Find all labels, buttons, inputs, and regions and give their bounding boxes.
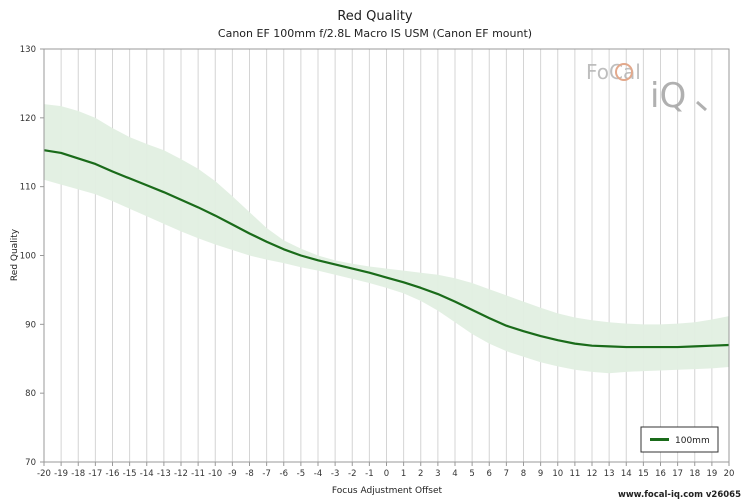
- legend-label: 100mm: [675, 436, 710, 446]
- x-tick-label: 20: [724, 469, 735, 479]
- credit-text: www.focal-iq.com v26065: [618, 490, 741, 500]
- x-tick-label: -20: [37, 469, 51, 479]
- focal-iq-logo: FoCal iQ: [586, 60, 707, 116]
- y-tick-label: 120: [20, 114, 36, 124]
- logo-magnifier-icon: [696, 100, 707, 112]
- x-tick-label: 14: [621, 469, 632, 479]
- x-axis-label: Focus Adjustment Offset: [332, 486, 443, 496]
- y-tick-label: 110: [20, 183, 36, 193]
- y-axis-label: Red Quality: [10, 228, 20, 281]
- x-tick-label: -16: [106, 469, 120, 479]
- x-tick-label: -19: [54, 469, 68, 479]
- x-tick-label: -1: [365, 469, 373, 479]
- x-tick-label: 15: [638, 469, 649, 479]
- legend: 100mm: [640, 426, 719, 453]
- series-line-100mm: [43, 149, 730, 349]
- x-tick-label: -9: [228, 469, 236, 479]
- x-tick-label: 12: [587, 469, 598, 479]
- x-tick-label: 8: [521, 469, 526, 479]
- x-tick-label: -15: [123, 469, 137, 479]
- x-tick-label: -3: [331, 469, 339, 479]
- x-tick-label: -13: [157, 469, 171, 479]
- x-tick-label: -7: [262, 469, 270, 479]
- x-tick-label: -12: [174, 469, 188, 479]
- x-tick-label: 3: [435, 469, 440, 479]
- x-tick-label: -6: [280, 469, 288, 479]
- x-tick-label: 10: [552, 469, 563, 479]
- x-tick-label: 19: [706, 469, 717, 479]
- x-tick-label: -11: [191, 469, 205, 479]
- y-axis-ticks: 70 80 90 100 110 120 130: [20, 45, 44, 468]
- x-tick-label: 5: [469, 469, 474, 479]
- x-tick-label: 11: [569, 469, 580, 479]
- y-tick-label: 70: [25, 458, 36, 468]
- chart-title: Red Quality: [337, 9, 413, 24]
- x-tick-label: 6: [487, 469, 492, 479]
- chart-subtitle: Canon EF 100mm f/2.8L Macro IS USM (Cano…: [218, 27, 532, 40]
- x-tick-label: 16: [655, 469, 666, 479]
- x-tick-label: -10: [208, 469, 222, 479]
- x-tick-label: -2: [348, 469, 356, 479]
- x-tick-label: 9: [538, 469, 543, 479]
- x-tick-label: -5: [297, 469, 305, 479]
- x-tick-label: -8: [245, 469, 253, 479]
- x-tick-label: 1: [401, 469, 406, 479]
- x-tick-label: 18: [689, 469, 700, 479]
- logo-ring-icon: [615, 63, 633, 81]
- y-tick-label: 90: [25, 320, 36, 330]
- x-tick-label: 17: [672, 469, 683, 479]
- y-tick-label: 100: [20, 252, 36, 262]
- grid-lines: [60, 49, 713, 462]
- x-tick-label: 2: [418, 469, 423, 479]
- x-tick-label: -17: [88, 469, 102, 479]
- x-tick-label: 7: [504, 469, 509, 479]
- x-axis-ticks: -20 -19 -18 -17 -16 -15 -14 -13 -12 -11 -10 -9 -8 -7-…: [37, 462, 734, 479]
- x-tick-label: -18: [71, 469, 85, 479]
- x-tick-label: 13: [604, 469, 615, 479]
- x-tick-label: -4: [314, 469, 322, 479]
- x-tick-label: -14: [140, 469, 154, 479]
- x-tick-label: 0: [384, 469, 389, 479]
- series-lines: [43, 149, 730, 349]
- x-tick-label: 4: [452, 469, 457, 479]
- y-tick-label: 130: [20, 45, 36, 55]
- y-tick-label: 80: [25, 389, 36, 399]
- logo-text-bottom: iQ: [650, 76, 686, 116]
